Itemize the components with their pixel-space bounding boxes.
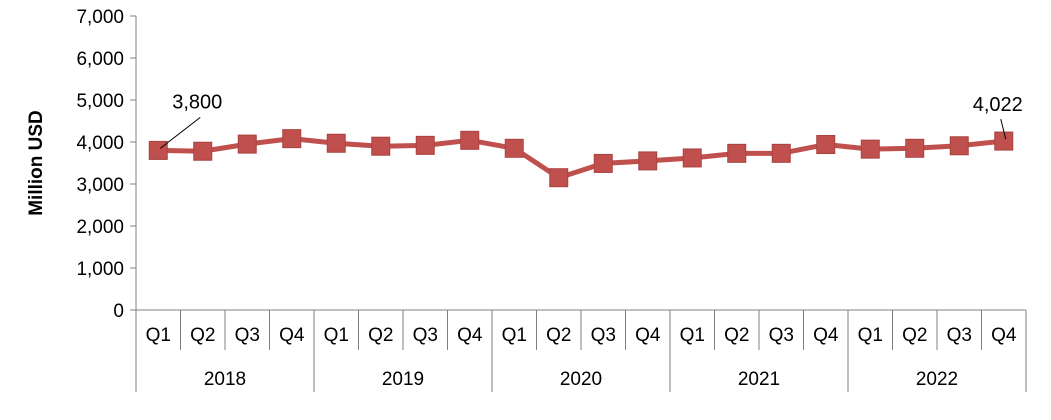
- x-tick-label: Q4: [991, 325, 1017, 346]
- data-point: [593, 153, 613, 173]
- x-tick-label: Q4: [457, 325, 483, 346]
- data-point: [682, 148, 702, 168]
- data-point: [771, 143, 791, 163]
- data-point: [905, 138, 925, 158]
- data-point: [504, 138, 524, 158]
- x-group-label: 2021: [738, 369, 780, 390]
- x-tick-label: Q1: [502, 325, 527, 346]
- data-point: [148, 140, 168, 160]
- x-tick-label: Q1: [146, 325, 171, 346]
- x-tick-label: Q2: [724, 325, 749, 346]
- x-group-label: 2020: [560, 369, 602, 390]
- data-point: [638, 151, 658, 171]
- data-point: [193, 141, 213, 161]
- x-tick-label: Q1: [324, 325, 349, 346]
- y-tick-label: 3,000: [76, 175, 124, 196]
- x-tick-label: Q1: [680, 325, 705, 346]
- x-group-label: 2018: [204, 369, 246, 390]
- y-axis-label: Million USD: [26, 110, 47, 216]
- x-tick-label: Q2: [368, 325, 393, 346]
- y-tick-label: 5,000: [76, 91, 124, 112]
- data-point: [949, 136, 969, 156]
- x-tick-label: Q4: [635, 325, 661, 346]
- data-point: [816, 135, 836, 155]
- y-tick-label: 0: [113, 301, 124, 322]
- data-point: [460, 130, 480, 150]
- x-tick-label: Q3: [769, 325, 794, 346]
- x-group-label: 2019: [382, 369, 424, 390]
- data-point: [282, 129, 302, 149]
- y-tick-label: 2,000: [76, 217, 124, 238]
- data-label: 3,800: [172, 91, 222, 113]
- data-point: [326, 133, 346, 153]
- x-tick-label: Q3: [235, 325, 260, 346]
- data-point: [727, 143, 747, 163]
- data-label: 4,022: [973, 94, 1023, 116]
- y-tick-label: 6,000: [76, 49, 124, 70]
- axes: [135, 16, 1026, 311]
- y-tick-label: 1,000: [76, 259, 124, 280]
- x-group-label: 2022: [916, 369, 958, 390]
- x-tick-label: Q3: [947, 325, 972, 346]
- data-point: [860, 139, 880, 159]
- x-tick-label: Q2: [190, 325, 215, 346]
- annotation-leader-line: [159, 117, 201, 149]
- data-point: [415, 135, 435, 155]
- y-tick-label: 4,000: [76, 133, 124, 154]
- series-group: [148, 129, 1014, 188]
- x-tick-label: Q3: [591, 325, 616, 346]
- x-tick-label: Q2: [546, 325, 571, 346]
- x-tick-label: Q4: [279, 325, 305, 346]
- y-tick-label: 7,000: [76, 7, 124, 28]
- annotation-leader-line: [1000, 118, 1007, 140]
- x-tick-label: Q1: [858, 325, 883, 346]
- data-point: [994, 131, 1014, 151]
- data-point: [237, 134, 257, 154]
- x-tick-label: Q4: [813, 325, 839, 346]
- x-tick-label: Q3: [413, 325, 438, 346]
- x-axis-ticks: Q1 Q2 Q3 Q4 Q1 Q2 Q3 Q4 Q1 Q2 Q3 Q4 Q1 Q2 Q3 Q4 Q1 Q2 Q3 Q4…: [135, 310, 1027, 392]
- data-point: [371, 136, 391, 156]
- annotations: 3,800 4,022: [159, 91, 1023, 149]
- x-tick-label: Q2: [902, 325, 927, 346]
- y-axis-ticks: 0 1,000 2,000 3,000 4,000 5,000 6,000 7,000: [76, 7, 136, 322]
- data-point: [549, 168, 569, 188]
